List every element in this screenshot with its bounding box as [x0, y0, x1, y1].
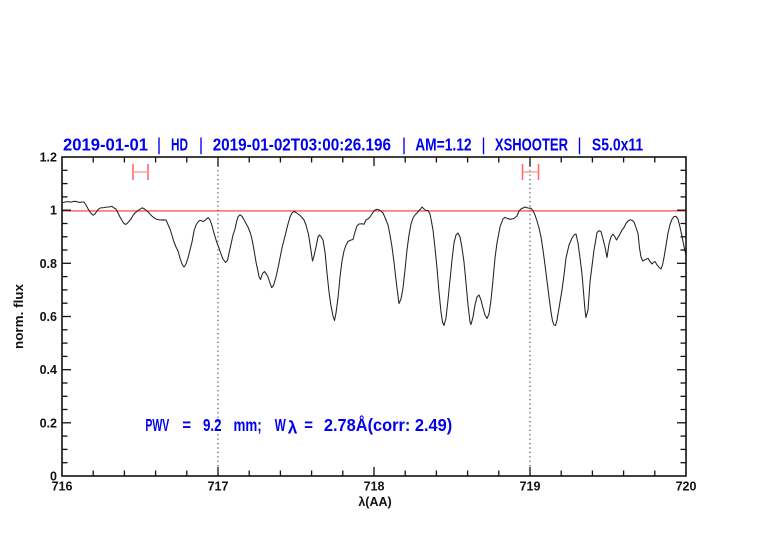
svg-text:716: 716: [52, 480, 73, 494]
svg-text:720: 720: [676, 480, 697, 494]
svg-text:719: 719: [520, 480, 541, 494]
svg-text:717: 717: [208, 480, 229, 494]
svg-text:=: =: [304, 415, 313, 435]
svg-text:λ: λ: [288, 418, 298, 438]
svg-text:W: W: [275, 415, 287, 435]
svg-text:0.8: 0.8: [40, 257, 57, 271]
svg-text:1: 1: [50, 204, 57, 218]
svg-text:AM=1.12: AM=1.12: [415, 134, 471, 154]
svg-text:=: =: [182, 415, 191, 435]
svg-text:0.2: 0.2: [40, 416, 57, 430]
svg-text:XSHOOTER: XSHOOTER: [495, 134, 569, 154]
svg-text:PWV: PWV: [145, 415, 169, 435]
svg-text:|: |: [403, 134, 406, 154]
svg-text:|: |: [482, 134, 485, 154]
svg-text:2019-01-01: 2019-01-01: [63, 134, 148, 154]
svg-text:1.2: 1.2: [40, 151, 57, 165]
svg-text:|: |: [578, 134, 581, 154]
svg-text:0.4: 0.4: [40, 363, 57, 377]
svg-text:2019-01-02T03:00:26.196: 2019-01-02T03:00:26.196: [213, 134, 391, 154]
svg-text:0: 0: [50, 470, 57, 484]
svg-text:|: |: [200, 134, 203, 154]
svg-text:9.2: 9.2: [203, 415, 222, 435]
svg-text:2.78Å(corr: 2.49): 2.78Å(corr: 2.49): [324, 415, 452, 435]
svg-text:λ(AA): λ(AA): [358, 495, 391, 509]
svg-text:mm;: mm;: [234, 415, 262, 435]
svg-text:norm. flux: norm. flux: [12, 284, 26, 349]
svg-text:HD: HD: [171, 134, 188, 154]
svg-text:S5.0x11: S5.0x11: [592, 134, 644, 154]
svg-text:|: |: [158, 134, 161, 154]
svg-text:718: 718: [364, 480, 385, 494]
svg-text:0.6: 0.6: [40, 310, 57, 324]
